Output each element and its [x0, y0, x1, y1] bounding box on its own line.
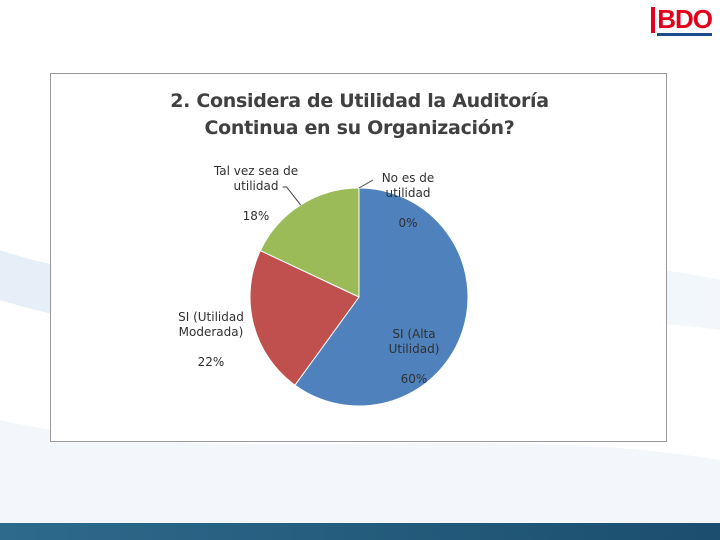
chart-title-line-2: Continua en su Organización?	[204, 117, 515, 139]
slice-label-tal-vez: Tal vez sea de utilidad 18%	[196, 149, 316, 239]
slice-label-no-utilidad: No es de utilidad 0%	[363, 156, 453, 246]
slice-label-name: SI (Alta Utilidad)	[388, 327, 440, 356]
chart-title-line-1: 2. Considera de Utilidad la Auditoría	[170, 90, 549, 112]
slice-label-pct: 18%	[242, 209, 270, 223]
footer-bar	[0, 523, 720, 540]
chart-title: 2. Considera de Utilidad la Auditoría Co…	[51, 88, 668, 142]
pie-slice-3	[259, 187, 360, 298]
slice-label-pct: 22%	[197, 355, 225, 369]
slice-label-name: SI (Utilidad Moderada)	[178, 310, 244, 339]
slice-label-name: No es de utilidad	[381, 171, 435, 200]
leader-line-no-utilidad	[358, 179, 374, 189]
logo-text: BDO	[657, 4, 713, 36]
slice-label-pct: 60%	[400, 372, 428, 386]
pie-slice-1	[294, 187, 469, 407]
slice-label-utilidad-moderada: SI (Utilidad Moderada) 22%	[161, 295, 261, 385]
slice-label-pct: 0%	[398, 216, 418, 230]
slice-label-name: Tal vez sea de utilidad	[213, 164, 299, 193]
slice-label-alta-utilidad: SI (Alta Utilidad) 60%	[369, 312, 459, 402]
pie-chart-plot	[249, 179, 469, 407]
pie-chart: 2. Considera de Utilidad la Auditoría Co…	[50, 73, 667, 442]
logo-bar	[651, 7, 656, 33]
bdo-logo: BDO	[651, 4, 713, 36]
leader-line-tal-vez	[282, 186, 301, 206]
